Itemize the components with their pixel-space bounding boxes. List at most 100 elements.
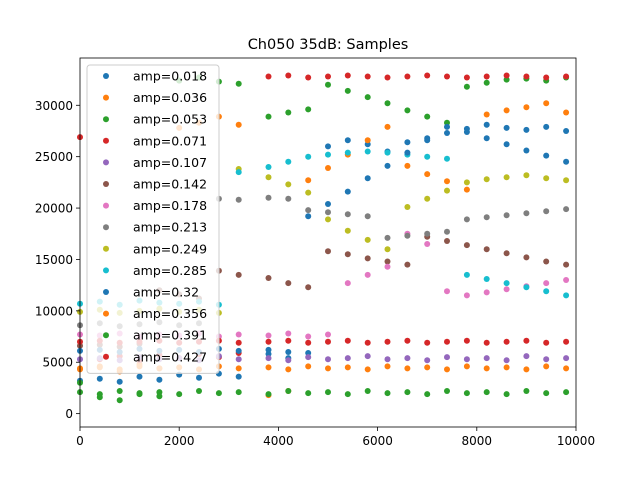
point-s9-23: [543, 288, 550, 295]
point-s4-19: [463, 356, 470, 363]
point-s10-17: [424, 137, 431, 144]
y-tick-label-1: 5000: [42, 356, 73, 370]
point-s9-18: [444, 155, 450, 162]
point-s3-12: [325, 73, 331, 80]
point-s12-18: [444, 388, 450, 394]
x-tick-label-2: 4000: [263, 434, 294, 448]
point-s8-15: [384, 246, 391, 253]
point-s0-4: [156, 376, 163, 383]
point-s10-16: [404, 149, 411, 156]
x-tick-label-4: 8000: [462, 434, 493, 448]
point-s11-10: [285, 366, 292, 373]
legend-label-0: amp=0.018: [133, 69, 207, 84]
point-s1-14: [364, 137, 371, 144]
point-s1-18: [444, 178, 450, 185]
point-s7-21: [503, 212, 510, 219]
point-s6-17: [424, 241, 431, 247]
point-s5-13: [344, 251, 351, 258]
point-s12-3: [136, 390, 143, 397]
point-s7-23: [543, 208, 550, 215]
point-s4-22: [523, 353, 530, 360]
point-s0-16: [404, 139, 411, 146]
point-s13-14: [364, 339, 371, 346]
point-s9-19: [463, 271, 470, 278]
point-s8-16: [404, 204, 411, 210]
point-s12-12: [325, 389, 331, 396]
legend-label-13: amp=0.427: [133, 349, 207, 364]
point-s9-13: [344, 149, 351, 156]
legend-marker-8: [103, 245, 109, 252]
point-s13-11: [305, 339, 312, 346]
point-s2-13: [344, 87, 351, 94]
point-s12-7: [215, 390, 222, 397]
point-s6-9: [265, 332, 272, 339]
point-s8-21: [503, 174, 510, 181]
point-s4-24: [563, 355, 570, 362]
point-s5-21: [503, 250, 510, 257]
point-s10-9: [265, 346, 272, 353]
point-s12-5: [176, 391, 183, 398]
point-s13-21: [503, 338, 510, 345]
point-s13-15: [384, 338, 391, 345]
point-s0-6: [196, 374, 202, 381]
point-s1-15: [384, 123, 391, 130]
point-s0-18: [444, 130, 450, 136]
legend-marker-2: [103, 116, 109, 123]
point-s11-16: [404, 365, 411, 372]
x-tick-label-3: 6000: [362, 434, 393, 448]
y-tick-label-5: 25000: [35, 150, 73, 164]
point-s7-17: [424, 230, 431, 237]
point-s9-8: [235, 169, 242, 176]
point-s0-2: [116, 378, 123, 385]
point-s2-9: [265, 113, 272, 120]
point-s7-19: [463, 216, 470, 223]
point-s11-23: [543, 363, 550, 370]
point-s11-20: [483, 365, 490, 372]
point-s1-22: [523, 104, 530, 111]
point-s1-16: [404, 162, 411, 169]
point-s10-24: [563, 158, 570, 165]
point-s11-12: [325, 365, 331, 372]
point-s3-20: [483, 73, 490, 80]
point-s8-18: [444, 187, 450, 194]
point-s8-20: [483, 176, 490, 183]
point-s13-18: [444, 338, 450, 345]
point-s12-22: [523, 388, 530, 394]
point-s8-24: [563, 177, 570, 184]
point-s1-20: [483, 111, 490, 118]
y-tick-label-3: 15000: [35, 253, 73, 267]
point-s9-20: [483, 276, 490, 282]
point-s7-16: [404, 232, 411, 239]
point-s3-17: [424, 72, 431, 79]
legend-label-7: amp=0.213: [133, 220, 207, 235]
point-s11-24: [563, 365, 570, 372]
point-s6-8: [235, 331, 242, 338]
point-s13-23: [543, 339, 550, 346]
point-s0-1: [96, 375, 103, 382]
legend-marker-11: [103, 310, 109, 317]
point-s13-12: [325, 338, 331, 345]
point-s12-17: [424, 391, 431, 398]
legend-marker-5: [103, 181, 109, 187]
point-s7-14: [364, 213, 371, 220]
legend-marker-0: [103, 73, 109, 79]
point-s3-13: [344, 72, 351, 79]
point-s7-9: [265, 194, 272, 201]
point-s6-23: [543, 280, 550, 287]
point-s2-12: [325, 81, 331, 88]
point-s9-9: [265, 164, 272, 170]
point-s4-11: [305, 354, 312, 361]
point-s7-15: [384, 234, 391, 241]
point-s12-11: [305, 390, 312, 397]
point-s6-19: [463, 292, 470, 299]
point-s6-13: [344, 280, 351, 287]
point-s10-19: [463, 129, 470, 135]
point-s6-14: [364, 271, 371, 278]
point-s2-11: [305, 106, 312, 113]
point-s12-10: [285, 388, 292, 394]
point-s12-24: [563, 389, 570, 396]
point-s8-13: [344, 227, 351, 234]
point-s9-11: [305, 153, 312, 160]
point-s10-11: [305, 213, 312, 220]
